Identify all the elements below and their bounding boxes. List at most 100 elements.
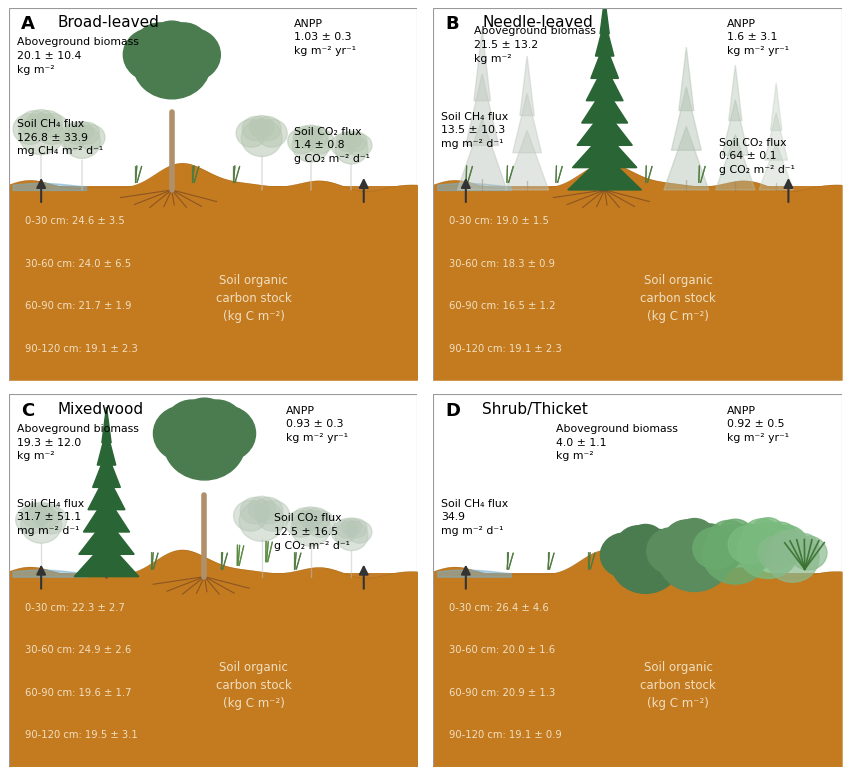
Circle shape — [346, 519, 367, 538]
Bar — [434, 639, 842, 642]
Polygon shape — [457, 118, 507, 190]
Circle shape — [19, 114, 64, 155]
Polygon shape — [722, 100, 749, 156]
Circle shape — [287, 128, 315, 154]
Circle shape — [166, 400, 218, 448]
Bar — [8, 225, 416, 229]
Circle shape — [335, 521, 368, 550]
Bar — [434, 685, 842, 689]
Bar — [434, 646, 842, 650]
Bar — [8, 8, 416, 187]
Text: 30-60 cm: 20.0 ± 1.6: 30-60 cm: 20.0 ± 1.6 — [450, 646, 556, 656]
Bar — [8, 395, 416, 573]
Circle shape — [638, 529, 680, 567]
Text: 90-120 cm: 19.1 ± 2.3: 90-120 cm: 19.1 ± 2.3 — [450, 344, 562, 354]
Text: Shrub/Thicket: Shrub/Thicket — [482, 402, 588, 417]
Circle shape — [241, 119, 282, 156]
Bar — [8, 755, 416, 759]
Circle shape — [28, 110, 54, 134]
Bar — [8, 627, 416, 631]
Circle shape — [254, 117, 281, 141]
Bar — [8, 584, 416, 588]
Bar — [434, 306, 842, 310]
Polygon shape — [79, 519, 134, 554]
Bar — [8, 662, 416, 666]
Bar — [434, 600, 842, 604]
Bar — [434, 673, 842, 677]
Text: C: C — [20, 402, 34, 420]
Circle shape — [22, 503, 48, 527]
Bar — [8, 635, 416, 639]
Bar — [434, 294, 842, 298]
Bar — [8, 693, 416, 697]
Bar — [434, 310, 842, 313]
Circle shape — [766, 534, 819, 582]
Circle shape — [162, 28, 220, 81]
Bar — [434, 735, 842, 739]
Bar — [8, 368, 416, 372]
Bar — [434, 237, 842, 241]
Text: 60-90 cm: 21.7 ± 1.9: 60-90 cm: 21.7 ± 1.9 — [25, 301, 132, 311]
Bar — [434, 720, 842, 724]
Circle shape — [732, 527, 778, 569]
Circle shape — [36, 114, 69, 145]
Bar — [8, 283, 416, 286]
Bar — [434, 604, 842, 608]
Polygon shape — [728, 65, 742, 121]
Polygon shape — [88, 474, 125, 510]
Bar — [8, 221, 416, 225]
Circle shape — [762, 522, 799, 556]
Bar — [434, 256, 842, 260]
Bar — [434, 337, 842, 341]
Text: Aboveground biomass
20.1 ± 10.4
kg m⁻²: Aboveground biomass 20.1 ± 10.4 kg m⁻² — [17, 37, 139, 74]
Bar — [8, 248, 416, 252]
Circle shape — [303, 508, 329, 531]
Bar — [434, 642, 842, 646]
Circle shape — [133, 28, 211, 99]
Polygon shape — [520, 56, 535, 115]
Bar — [8, 615, 416, 619]
Bar — [434, 8, 842, 187]
Bar — [434, 279, 842, 283]
Bar — [434, 364, 842, 368]
Bar — [434, 608, 842, 611]
Bar — [8, 264, 416, 268]
Text: Soil CH₄ flux
13.5 ± 10.3
mg m⁻² d⁻¹: Soil CH₄ flux 13.5 ± 10.3 mg m⁻² d⁻¹ — [441, 112, 508, 149]
Bar — [8, 237, 416, 241]
Circle shape — [647, 528, 698, 574]
Bar — [8, 728, 416, 731]
Text: 0-30 cm: 19.0 ± 1.5: 0-30 cm: 19.0 ± 1.5 — [450, 216, 549, 226]
Bar — [8, 202, 416, 206]
Bar — [434, 681, 842, 685]
Circle shape — [71, 122, 93, 142]
Polygon shape — [577, 110, 632, 146]
Text: 0-30 cm: 24.6 ± 3.5: 0-30 cm: 24.6 ± 3.5 — [25, 216, 125, 226]
Bar — [8, 356, 416, 360]
Circle shape — [15, 506, 46, 534]
Bar — [8, 658, 416, 662]
Bar — [8, 604, 416, 608]
Circle shape — [342, 518, 361, 536]
Text: 90-120 cm: 19.1 ± 0.9: 90-120 cm: 19.1 ± 0.9 — [450, 731, 562, 740]
Circle shape — [20, 506, 61, 543]
Text: Broad-leaved: Broad-leaved — [58, 15, 159, 30]
Polygon shape — [586, 65, 623, 101]
Bar — [8, 592, 416, 596]
Bar — [8, 317, 416, 321]
Bar — [434, 716, 842, 720]
Text: Needle-leaved: Needle-leaved — [482, 15, 593, 30]
Bar — [8, 372, 416, 375]
Bar — [434, 194, 842, 198]
Polygon shape — [74, 541, 139, 577]
Polygon shape — [672, 87, 701, 150]
Bar — [434, 762, 842, 766]
Text: Aboveground biomass
4.0 ± 1.1
kg m⁻²: Aboveground biomass 4.0 ± 1.1 kg m⁻² — [556, 424, 677, 461]
Bar — [434, 302, 842, 306]
Bar — [434, 755, 842, 759]
Bar — [434, 233, 842, 237]
Circle shape — [306, 128, 334, 154]
Circle shape — [707, 520, 750, 559]
Bar — [434, 298, 842, 302]
Bar — [8, 639, 416, 642]
Bar — [8, 650, 416, 654]
